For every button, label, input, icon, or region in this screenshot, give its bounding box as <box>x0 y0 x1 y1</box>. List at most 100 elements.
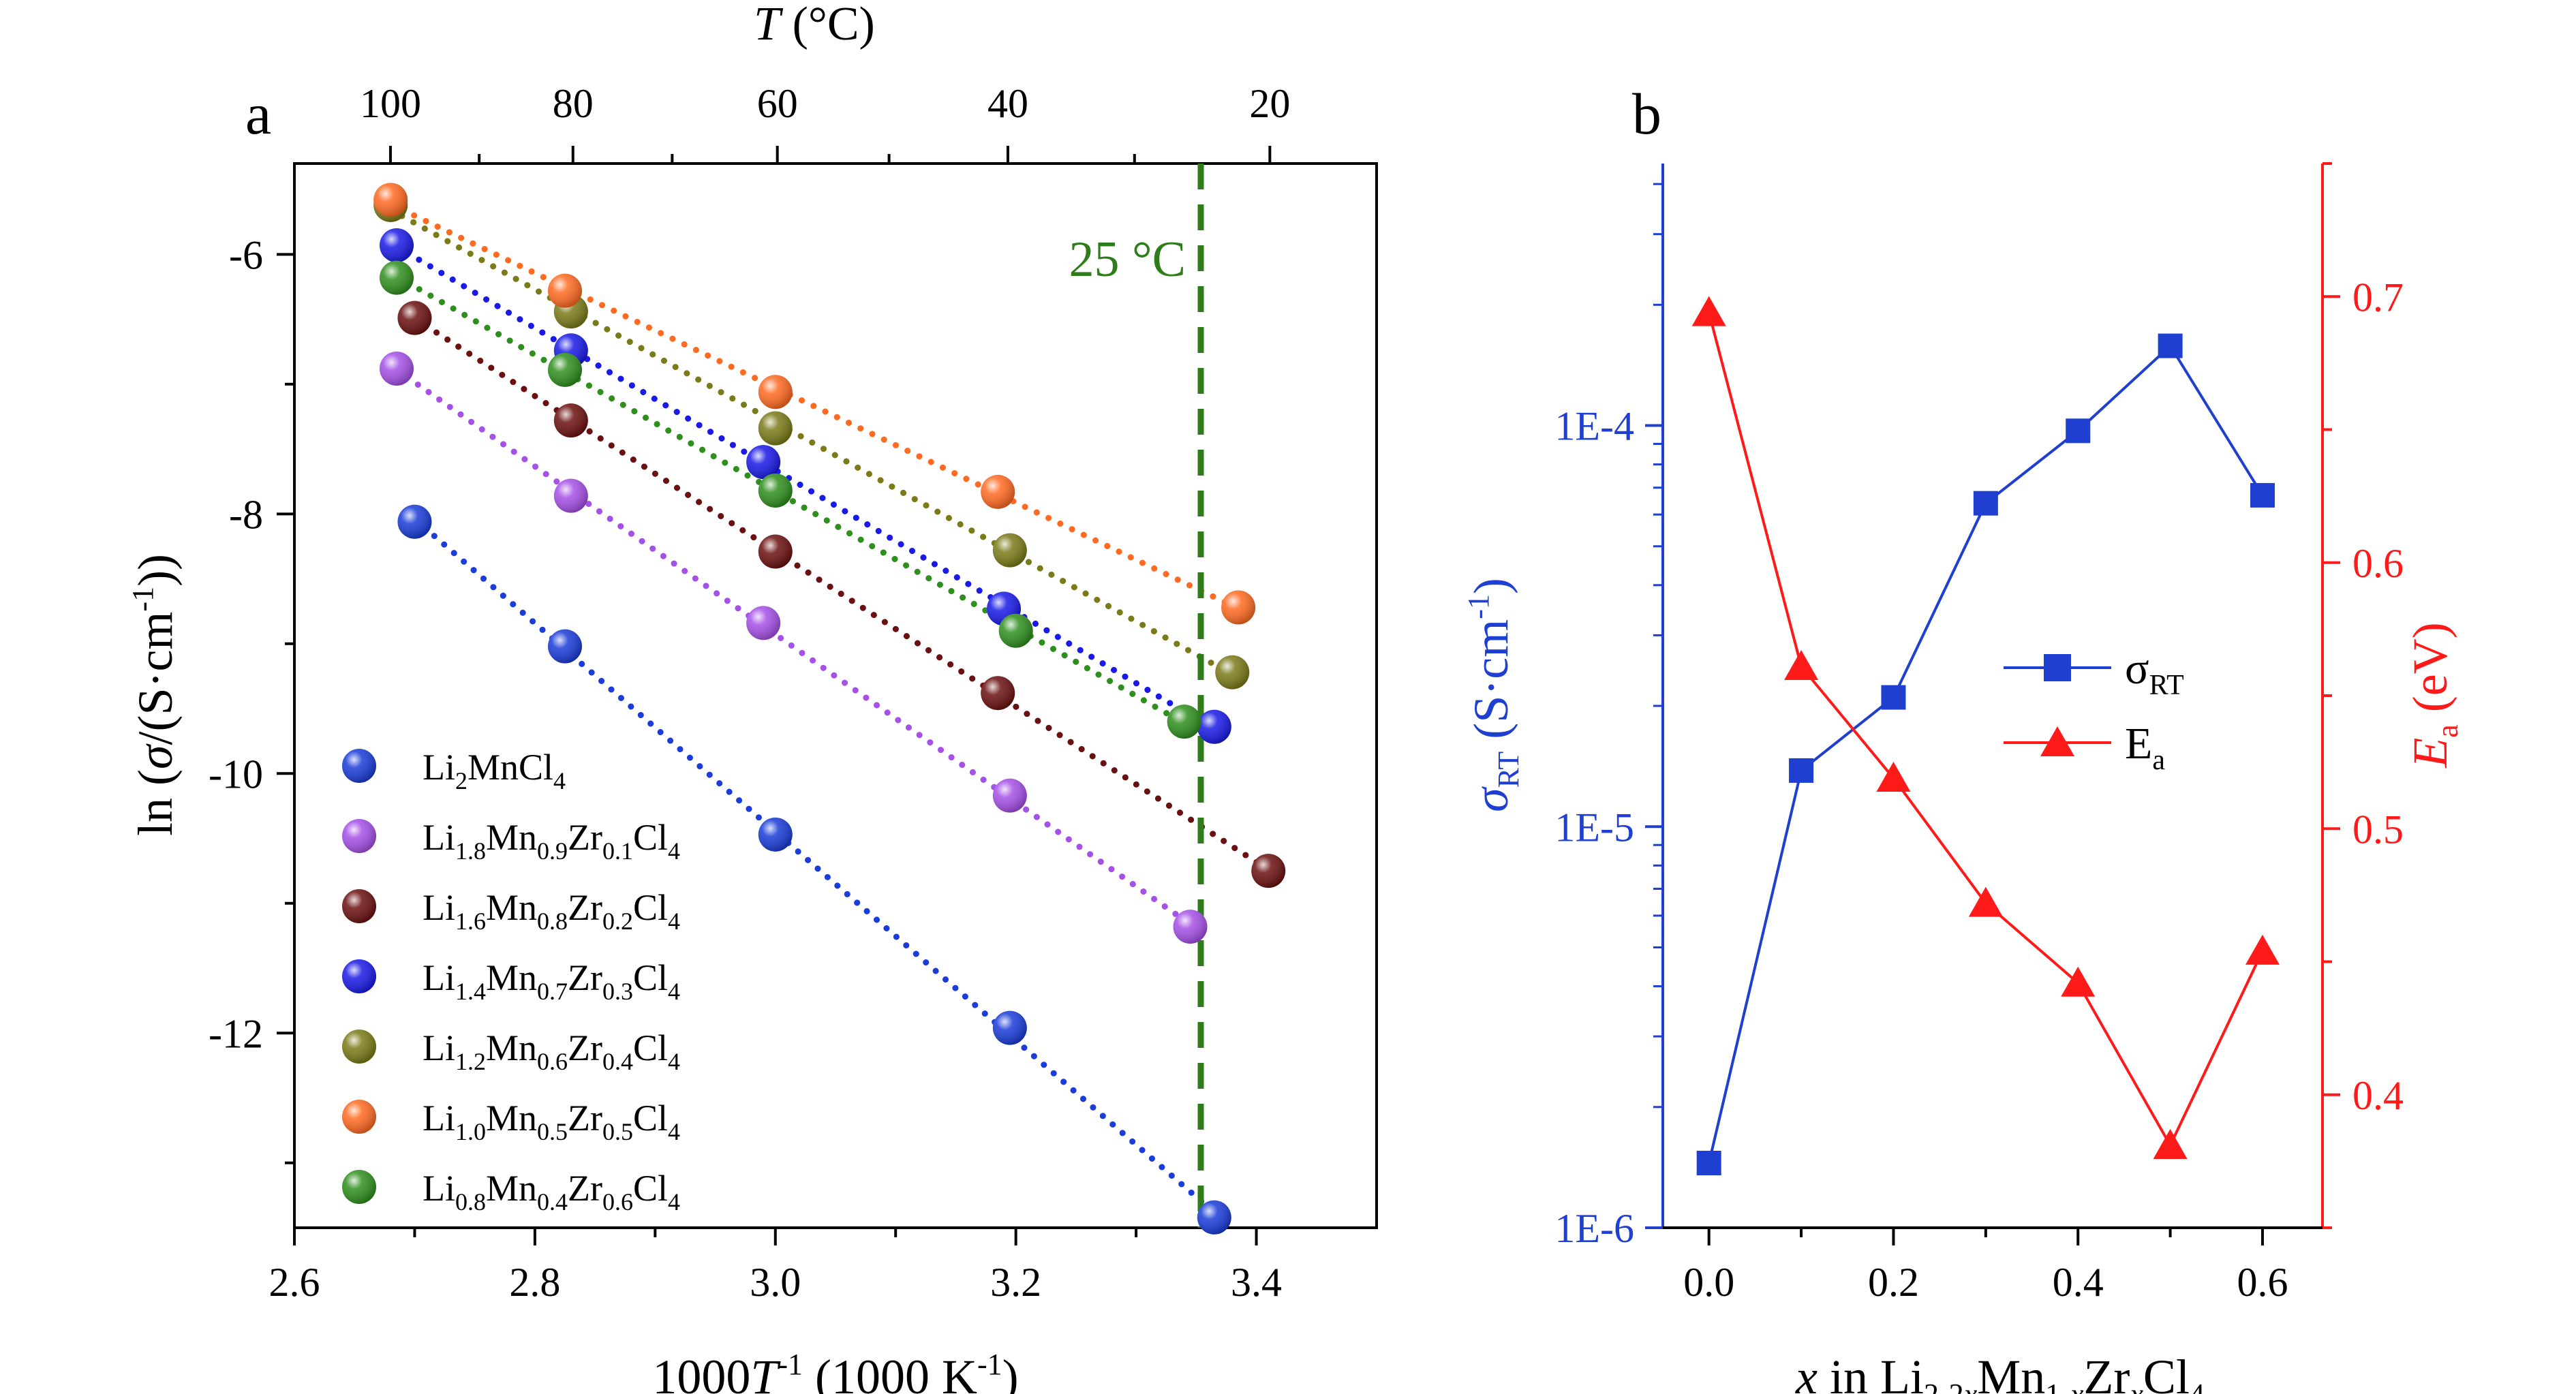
top-tick-label: 20 <box>1249 81 1290 126</box>
b-left-tick-label: 1E-6 <box>1554 1206 1634 1251</box>
data-point-s7-p1 <box>379 260 414 295</box>
legend-marker-shine <box>342 1100 376 1134</box>
x-axis-label-b: x in Li2-2xMn1-xZrxCl4 <box>1795 1350 2205 1394</box>
point-shine <box>548 273 582 308</box>
x-tick-label: 2.8 <box>509 1260 560 1305</box>
sigma-marker <box>2158 333 2183 358</box>
sigma-marker <box>2250 482 2275 508</box>
legend-item-1: Li2MnCl4 <box>342 747 566 794</box>
data-point-s3-p1 <box>397 300 432 335</box>
x-tick-label: 3.0 <box>750 1260 801 1305</box>
data-point-s3-p5 <box>1251 854 1286 888</box>
top-tick-label: 60 <box>757 81 798 126</box>
point-shine <box>553 478 588 513</box>
top-tick-label: 80 <box>553 81 594 126</box>
ea-marker <box>1691 296 1726 326</box>
legend-label: Li1.6Mn0.8Zr0.2Cl4 <box>423 887 680 935</box>
annotation-25c: 25 °C <box>1069 232 1186 288</box>
legend-label-part: 0.4 <box>537 1188 568 1215</box>
ea-marker <box>1968 886 2003 917</box>
y-tick-label: -8 <box>229 492 263 537</box>
data-point-s2-p1 <box>379 351 414 386</box>
b-right-tick-label: 0.5 <box>2352 807 2404 852</box>
y-axis-label-a: ln (σ/(S·cm-1)) <box>126 554 183 836</box>
legend-label-part: 0.7 <box>537 978 568 1005</box>
ea-marker <box>1784 650 1819 681</box>
point-shine <box>379 228 414 263</box>
data-point-s4-p5 <box>1197 709 1231 744</box>
legend-label-part: Mn <box>486 1168 537 1209</box>
point-shine <box>1197 1200 1231 1235</box>
b-x-tick-label: 0.6 <box>2237 1260 2288 1305</box>
legend-label-part: 2 <box>455 767 467 794</box>
sigma-marker <box>1881 685 1906 710</box>
ea-marker <box>2245 934 2280 965</box>
legend-label-part: 0.6 <box>537 1048 568 1075</box>
point-shine <box>992 778 1027 813</box>
data-point-s3-p2 <box>553 403 588 438</box>
point-shine <box>373 183 408 217</box>
data-point-s7-p4 <box>998 613 1033 648</box>
y-axis-label-b-left: σRT (S·cm-1) <box>1462 578 1525 812</box>
legend-label-part: Zr <box>568 957 602 998</box>
point-shine <box>1251 854 1286 888</box>
legend: Li2MnCl4Li1.8Mn0.9Zr0.1Cl4Li1.6Mn0.8Zr0.… <box>342 747 680 1215</box>
legend-label: Li0.8Mn0.4Zr0.6Cl4 <box>423 1168 680 1215</box>
legend-label-part: 4 <box>668 978 680 1005</box>
legend-label-part: 0.2 <box>602 908 633 935</box>
point-shine <box>553 403 588 438</box>
fit-line-3 <box>411 315 1272 873</box>
legend-label: Li1.0Mn0.5Zr0.5Cl4 <box>423 1098 680 1145</box>
b-left-tick-label: 1E-4 <box>1554 404 1634 449</box>
b-legend-ea-label: Ea <box>2125 719 2165 776</box>
legend-label-part: 4 <box>668 1118 680 1145</box>
legend-label-part: 1.4 <box>455 978 486 1005</box>
legend-label-part: 0.9 <box>537 837 568 865</box>
data-point-s2-p2 <box>553 478 588 513</box>
point-shine <box>1221 590 1256 625</box>
fit-line-4 <box>393 243 1218 732</box>
point-shine <box>548 629 582 664</box>
point-shine <box>1215 655 1250 690</box>
data-point-s1-p3 <box>758 817 793 852</box>
point-shine <box>1197 709 1231 744</box>
y-axis-ticks: -12 -10 -8 -6 <box>209 232 294 1164</box>
data-point-s2-p4 <box>992 778 1027 813</box>
legend-label-part: 1.2 <box>455 1048 486 1075</box>
b-series <box>1691 296 2280 1175</box>
data-point-s7-p2 <box>548 352 582 387</box>
data-point-s4-p3 <box>746 445 781 480</box>
legend-label-part: Li <box>423 1168 455 1209</box>
y-tick-label: -6 <box>229 232 263 277</box>
legend-label-part: Li <box>423 887 455 928</box>
legend-label-part: 0.4 <box>602 1048 633 1075</box>
fit-line-2 <box>393 367 1194 927</box>
legend-label-part: 4 <box>668 837 680 865</box>
legend-label-part: 0.5 <box>537 1118 568 1145</box>
legend-label: Li2MnCl4 <box>423 747 566 794</box>
point-shine <box>1173 910 1208 944</box>
legend-label-part: 0.1 <box>602 837 633 865</box>
fit-line-6 <box>387 201 1242 612</box>
data-points <box>373 183 1286 1235</box>
data-point-s7-p5 <box>1167 704 1201 739</box>
ea-marker <box>2153 1128 2188 1159</box>
data-point-s7-p3 <box>758 474 793 508</box>
legend-label-part: 0.8 <box>455 1188 486 1215</box>
panel-label-b: b <box>1632 81 1661 146</box>
point-shine <box>758 474 793 508</box>
point-shine <box>981 474 1015 509</box>
sigma-marker <box>1696 1150 1721 1175</box>
legend-label-part: Zr <box>568 1098 602 1139</box>
x-tick-label: 3.2 <box>990 1260 1041 1305</box>
data-point-s5-p5 <box>1215 655 1250 690</box>
legend-label-part: Li <box>423 1098 455 1139</box>
data-point-s6-p5 <box>1221 590 1256 625</box>
data-point-s1-p4 <box>992 1010 1027 1045</box>
legend-item-7: Li0.8Mn0.4Zr0.6Cl4 <box>342 1168 680 1215</box>
point-shine <box>758 817 793 852</box>
y-axis-label-b-right: Ea (eV) <box>2403 622 2464 768</box>
legend-label-part: 1.8 <box>455 837 486 865</box>
x-tick-label: 2.6 <box>269 1260 320 1305</box>
top-axis-ticks: 100 80 60 40 20 <box>360 81 1290 164</box>
